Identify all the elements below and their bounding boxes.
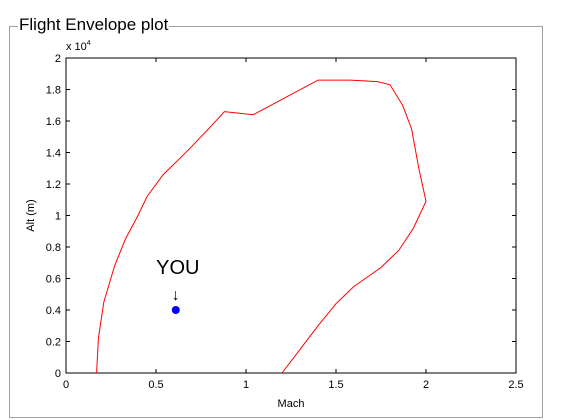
x-tick-label: 1.5 xyxy=(328,379,343,391)
y-tick-label: 0.4 xyxy=(46,305,61,317)
envelope-line xyxy=(96,79,427,374)
x-axis-label: Mach xyxy=(278,398,305,410)
y-tick-label: 1 xyxy=(55,211,61,223)
panel-title: Flight Envelope plot xyxy=(18,14,170,36)
ticks xyxy=(65,57,517,374)
y-exponent-power: 4 xyxy=(87,40,91,47)
y-axis-label: Alt (m) xyxy=(25,199,37,231)
y-tick-label: 2 xyxy=(55,53,61,65)
x-tick-label: 0.5 xyxy=(148,379,163,391)
axes-box xyxy=(65,57,517,374)
position-marker xyxy=(171,306,180,314)
plot-panel xyxy=(9,26,543,418)
y-tick-label: 1.4 xyxy=(46,148,61,160)
y-tick-label: 0 xyxy=(55,368,61,380)
x-tick-label: 2 xyxy=(423,379,429,391)
y-tick-label: 0.6 xyxy=(46,274,61,286)
y-tick-label: 0.8 xyxy=(46,242,61,254)
y-tick-label: 0.2 xyxy=(46,337,61,349)
y-tick-label: 1.2 xyxy=(46,179,61,191)
you-label: YOU xyxy=(156,257,199,279)
x-tick-label: 2.5 xyxy=(508,379,523,391)
y-exponent-base: x 10 xyxy=(66,41,87,53)
you-arrow-icon: ↓ xyxy=(172,287,180,304)
y-tick-label: 1.6 xyxy=(46,116,61,128)
x-tick-label: 1 xyxy=(243,379,249,391)
x-tick-label: 0 xyxy=(63,379,69,391)
y-exponent-label: x 104 xyxy=(66,40,91,53)
y-tick-label: 1.8 xyxy=(46,85,61,97)
tick-labels: 0 0.5 1 1.5 2 2.5 0 0.2 0.4 0.6 0.8 1 1.2 1.4 1.6 1.8 2 xyxy=(46,53,524,391)
